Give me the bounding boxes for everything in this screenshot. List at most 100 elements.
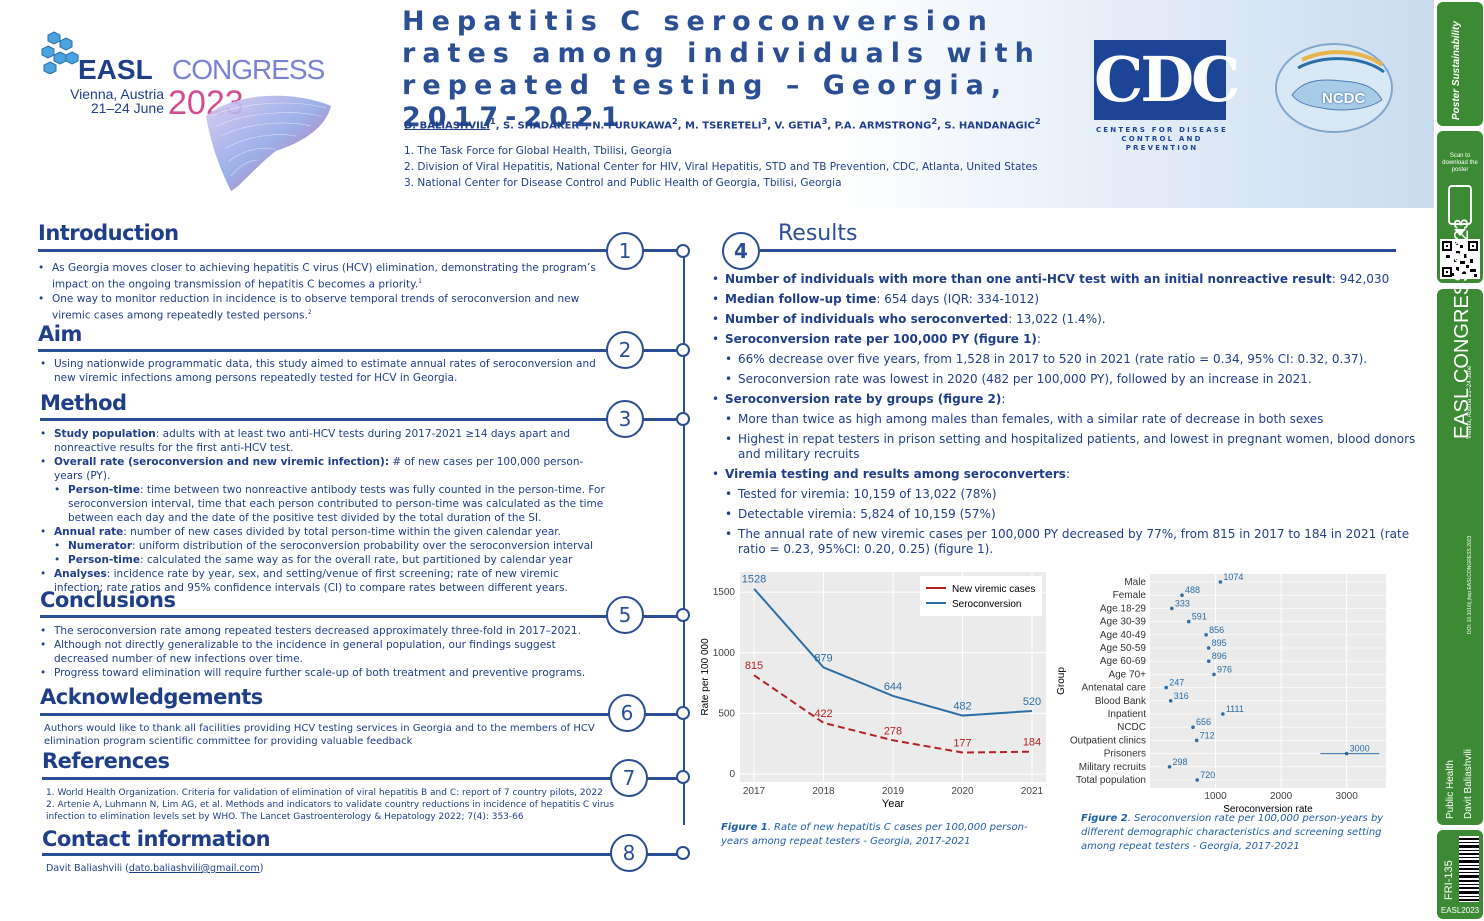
- y-tick-label: Age 18-29: [1100, 603, 1147, 614]
- qr-code-icon[interactable]: [1440, 239, 1480, 279]
- y-tick-label: Male: [1124, 577, 1146, 588]
- section-rule: [42, 777, 682, 780]
- y-tick-label: Inpatient: [1108, 709, 1147, 720]
- data-label: 298: [1173, 757, 1188, 767]
- sidebar-author: Davit Baliashvili: [1463, 748, 1474, 819]
- data-label: 644: [884, 681, 902, 693]
- author-sup: 3: [821, 116, 828, 126]
- y-tick-label: 0: [729, 769, 735, 780]
- data-label: 712: [1200, 730, 1215, 740]
- results-item: Number of individuals with more than one…: [712, 272, 1432, 287]
- y-tick-label: Age 60-69: [1100, 656, 1147, 667]
- cdc-logo-box: CDC: [1094, 40, 1240, 120]
- arrow-down-icon: [1454, 229, 1466, 236]
- contact-email-link[interactable]: dato.baliashvili@gmail.com: [128, 863, 260, 874]
- data-label: 879: [814, 652, 832, 664]
- reference-item: 2. Artenie A, Luhmann N, Lim AG, et al. …: [46, 800, 614, 822]
- x-tick-label: 2018: [812, 786, 835, 797]
- section-heading-introduction: Introduction: [38, 221, 179, 245]
- author-name: N. FURUKAWA: [592, 120, 672, 132]
- list-item: Although not directly generalizable to t…: [40, 638, 600, 666]
- y-tick-label: Prisoners: [1104, 749, 1146, 760]
- references-body: 1. World Health Organization. Criteria f…: [46, 787, 636, 823]
- data-point: [1186, 619, 1191, 624]
- figure-2-dot-chart: 1000 2000 3000 Male 1074 Female 488 Age 18-29 33…: [1056, 572, 1386, 814]
- data-label: 720: [1200, 770, 1215, 780]
- section-heading-aim: Aim: [38, 322, 82, 346]
- data-label: 3000: [1350, 744, 1370, 754]
- y-tick-label: Age 70+: [1108, 669, 1146, 680]
- data-point: [1164, 685, 1168, 690]
- results-item: 66% decrease over five years, from 1,528…: [712, 352, 1432, 367]
- sidebar-congress-sub: Vienna, Austria 21–24 June: [1467, 365, 1473, 439]
- y-tick-label: Age 30-39: [1100, 617, 1147, 628]
- results-item: Tested for viremia: 10,159 of 13,022 (78…: [712, 487, 1432, 502]
- qr-box[interactable]: Scan to download the poster: [1437, 131, 1483, 283]
- results-item: More than twice as high among males than…: [712, 412, 1432, 427]
- x-tick-label: 3000: [1336, 791, 1359, 802]
- y-tick-label: Antenatal care: [1082, 683, 1147, 694]
- section-heading-acknowledgements: Acknowledgements: [40, 685, 263, 709]
- author-name: D. BALIASHVILI: [404, 120, 490, 132]
- timeline-node: [676, 343, 690, 357]
- author-sup: 2: [1034, 116, 1041, 126]
- list-item: The seroconversion rate among repeated t…: [40, 624, 600, 638]
- method-item: Analyses: incidence rate by year, sex, a…: [40, 567, 605, 595]
- sponsor-box: Poster Sustainability: [1437, 2, 1483, 126]
- poster-id: FRI-135: [1443, 860, 1455, 900]
- x-axis-label: Year: [882, 798, 905, 810]
- section-number: 6: [608, 694, 646, 732]
- timeline-line: [683, 250, 685, 825]
- results-item: Highest in repat testers in prison setti…: [712, 432, 1432, 462]
- section-number: 5: [606, 596, 644, 634]
- conclusions-body: The seroconversion rate among repeated t…: [40, 624, 600, 680]
- data-label: 976: [1217, 664, 1232, 674]
- section-rule: [38, 249, 678, 252]
- x-axis-label: Seroconversion rate: [1223, 804, 1313, 814]
- ncdc-text: NCDC: [1322, 90, 1366, 107]
- results-item: Median follow-up time: 654 days (IQR: 33…: [712, 292, 1432, 307]
- section-rule: [760, 249, 1396, 252]
- x-tick-label: 2000: [1270, 791, 1293, 802]
- timeline-node: [676, 770, 690, 784]
- author-name: P.A. ARMSTRONG: [834, 120, 932, 132]
- figure-1-caption: Figure 1. Rate of new hepatitis C cases …: [721, 822, 1028, 847]
- method-item: Numerator: uniform distribution of the s…: [40, 539, 605, 553]
- reference-item: 1. World Health Organization. Criteria f…: [46, 788, 603, 798]
- y-tick-label: NCDC: [1117, 722, 1146, 733]
- y-tick-label: Total population: [1076, 775, 1146, 786]
- series-line: [753, 674, 1033, 754]
- acknowledgements-text: Authors would like to thank all faciliti…: [44, 723, 595, 747]
- footer-text: EASL2023: [1440, 906, 1480, 915]
- section-number: 4: [722, 232, 760, 270]
- contact-body: Davit Baliashvili (dato.baliashvili@gmai…: [46, 863, 264, 874]
- section-number: 7: [610, 759, 648, 797]
- data-label: 856: [1209, 625, 1224, 635]
- section-rule: [42, 853, 682, 856]
- y-tick-label: 500: [718, 708, 735, 719]
- figure-1-line-chart: 0 500 1000 1500 2017 2018 2019 2020 2021 Year Rate…: [700, 572, 1046, 810]
- cdc-line1: Centers for Disease: [1095, 126, 1229, 134]
- hexagon-cluster-icon: [41, 31, 79, 74]
- data-label: 278: [884, 725, 902, 737]
- poster-title: Hepatitis C seroconversion rates among i…: [402, 6, 1041, 133]
- method-item: Study population: adults with at least t…: [40, 427, 605, 455]
- data-label: 1074: [1223, 572, 1243, 582]
- results-item: Number of individuals who seroconverted:…: [712, 312, 1432, 327]
- data-label: 656: [1196, 717, 1211, 727]
- method-item: Person-time: calculated the same way as …: [40, 553, 605, 567]
- author-sup: 2: [671, 116, 678, 126]
- results-item: Detectable viremia: 5,824 of 10,159 (57%…: [712, 507, 1432, 522]
- data-point: [1180, 593, 1184, 597]
- data-point: [1221, 712, 1225, 716]
- timeline-node: [676, 412, 690, 426]
- y-tick-label: Blood Bank: [1095, 696, 1147, 707]
- scan-text: Scan to download the poster: [1442, 153, 1478, 173]
- easl-wordmark: EASL: [78, 54, 153, 85]
- author-name: M. TSERETELI: [685, 120, 762, 132]
- data-point: [1191, 725, 1195, 729]
- method-item: Person-time: time between two nonreactiv…: [40, 483, 605, 525]
- congress-wordmark: CONGRESS: [172, 54, 325, 85]
- section-rule: [40, 418, 680, 421]
- data-label: 488: [1185, 585, 1200, 595]
